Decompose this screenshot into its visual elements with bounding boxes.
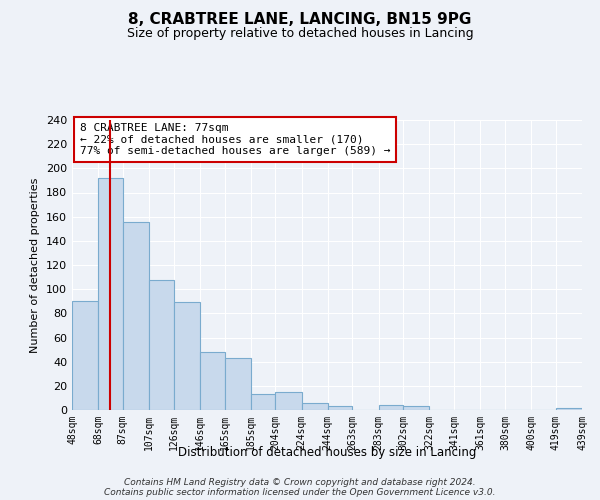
Bar — [224, 358, 251, 410]
Text: 8 CRABTREE LANE: 77sqm
← 22% of detached houses are smaller (170)
77% of semi-de: 8 CRABTREE LANE: 77sqm ← 22% of detached… — [80, 123, 390, 156]
Text: Contains public sector information licensed under the Open Government Licence v3: Contains public sector information licen… — [104, 488, 496, 497]
Bar — [556, 408, 582, 410]
Bar — [72, 301, 98, 410]
Bar — [174, 302, 200, 410]
Bar — [98, 178, 123, 410]
Bar — [275, 392, 302, 410]
Text: Contains HM Land Registry data © Crown copyright and database right 2024.: Contains HM Land Registry data © Crown c… — [124, 478, 476, 487]
Text: 8, CRABTREE LANE, LANCING, BN15 9PG: 8, CRABTREE LANE, LANCING, BN15 9PG — [128, 12, 472, 28]
Text: Distribution of detached houses by size in Lancing: Distribution of detached houses by size … — [178, 446, 476, 459]
Text: Size of property relative to detached houses in Lancing: Size of property relative to detached ho… — [127, 28, 473, 40]
Bar — [200, 352, 224, 410]
Bar — [328, 406, 352, 410]
Bar — [302, 403, 328, 410]
Bar — [379, 405, 403, 410]
Bar — [149, 280, 174, 410]
Bar — [251, 394, 275, 410]
Y-axis label: Number of detached properties: Number of detached properties — [31, 178, 40, 352]
Bar — [123, 222, 149, 410]
Bar — [403, 406, 430, 410]
